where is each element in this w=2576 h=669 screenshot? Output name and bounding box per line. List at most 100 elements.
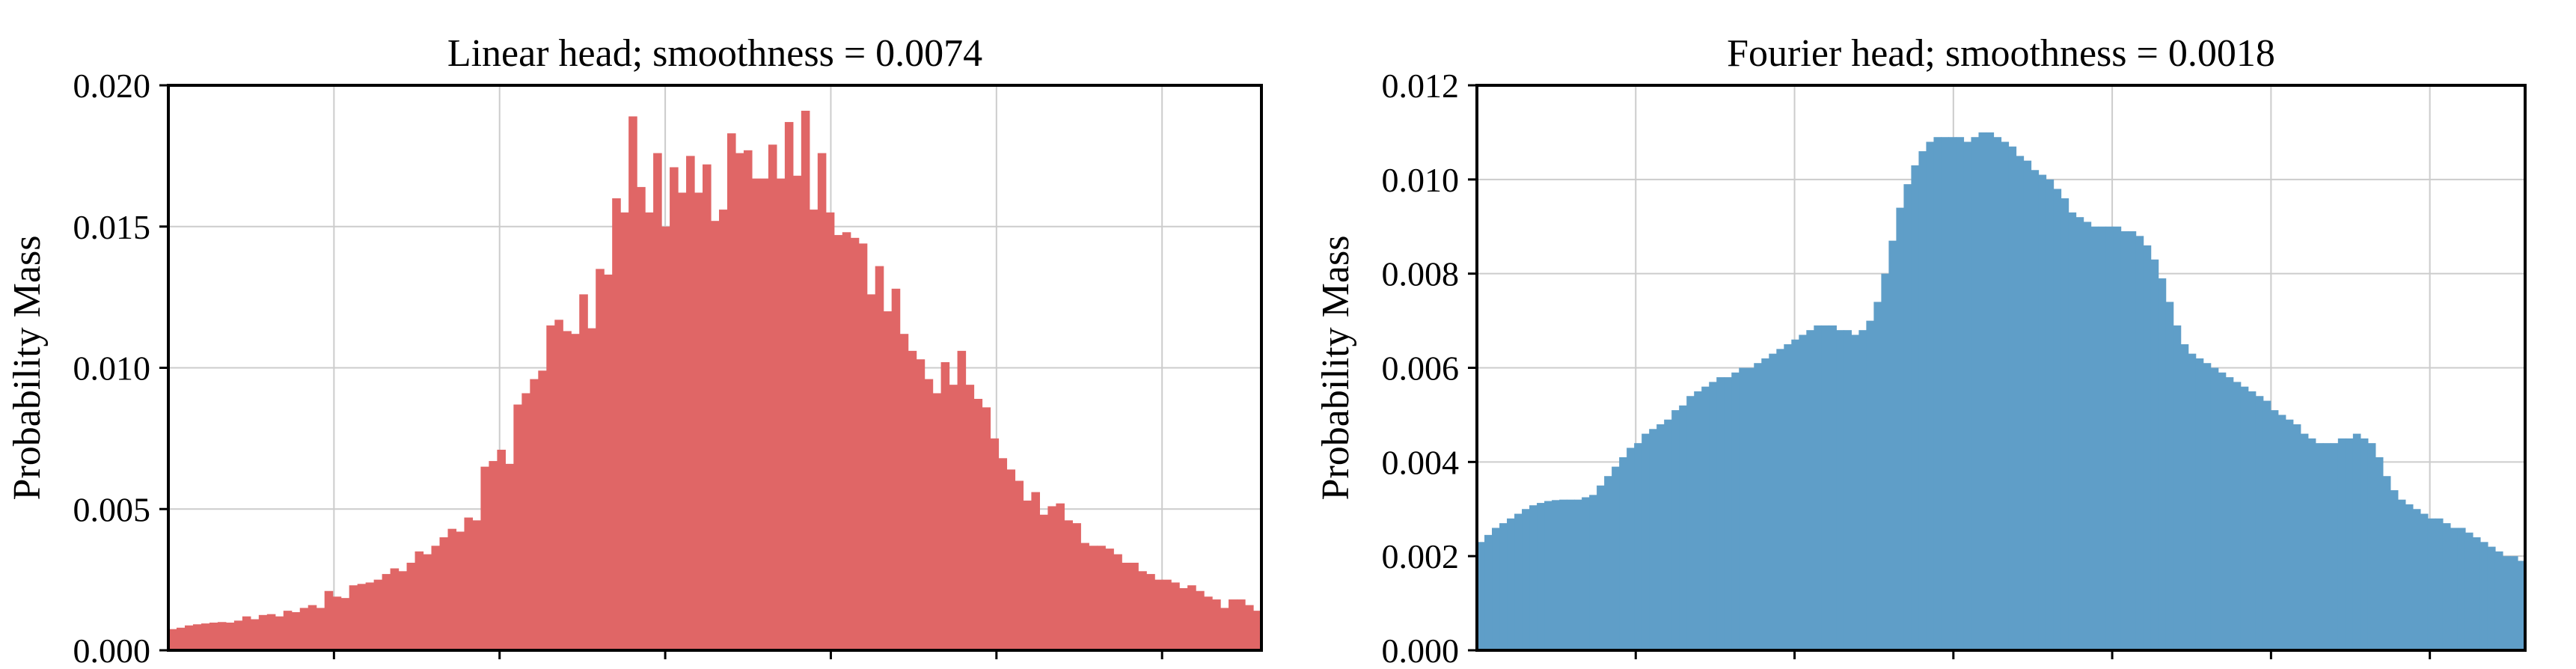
histogram-bar [686, 156, 695, 650]
histogram-bar [1089, 546, 1098, 650]
histogram-bar [2135, 236, 2144, 651]
histogram-bar [842, 232, 851, 650]
histogram-bar [1799, 334, 1807, 650]
histogram-bar [563, 331, 572, 650]
histogram-bar [1686, 396, 1695, 650]
histogram-bar [2435, 518, 2444, 650]
histogram-bar [1220, 608, 1229, 651]
histogram-bar [242, 616, 251, 650]
histogram-bar [2233, 382, 2242, 651]
histogram-bar [1023, 500, 1032, 650]
histogram-bar [1956, 137, 1965, 650]
histogram-bar [1187, 585, 1196, 650]
histogram-bar [1589, 495, 1597, 651]
histogram-bar [1926, 141, 1935, 650]
histogram-bar [1724, 377, 1732, 650]
y-tick-label: 0.012 [1382, 67, 1460, 105]
histogram-bar [2315, 443, 2324, 650]
histogram-bar [546, 325, 555, 650]
histogram-bar [653, 153, 662, 651]
histogram-bar [1836, 330, 1844, 650]
histogram-bar [620, 212, 629, 651]
histogram-bar [858, 243, 868, 650]
chart-panel-2: 0.000 0.002 0.004 0.006 0.008 0.010 0.012 Fouri… [1315, 32, 2527, 669]
histogram-bar [1739, 367, 1747, 650]
histogram-bar [2307, 438, 2316, 651]
histogram-bar [2382, 476, 2391, 650]
histogram-bar [2098, 226, 2107, 650]
histogram-bar [990, 438, 1000, 651]
histogram-bar [414, 551, 424, 651]
histogram-bar [2203, 363, 2212, 650]
histogram-bar [1212, 599, 1221, 650]
histogram-bar [225, 623, 235, 650]
histogram-bar [1627, 447, 1635, 650]
histogram-bar [866, 294, 876, 650]
histogram-bar [2173, 325, 2182, 650]
chart-title: Linear head; smoothness = 0.0074 [447, 32, 982, 75]
histogram-bar [349, 585, 358, 650]
y-tick-label: 0.020 [73, 67, 151, 105]
histogram-bar [825, 212, 835, 651]
histogram-bar [1039, 514, 1048, 650]
histogram-bar [217, 622, 227, 650]
histogram-bar [1784, 344, 1792, 650]
histogram-bar [299, 608, 309, 651]
histogram-bar [308, 605, 317, 650]
histogram-bar [1709, 382, 1717, 651]
histogram-bar [1122, 562, 1131, 650]
histogram-bar [1567, 499, 1575, 650]
histogram-bar [833, 235, 843, 651]
histogram-bar [2061, 198, 2069, 650]
histogram-bar [1196, 590, 1205, 650]
histogram-bar [1179, 587, 1188, 650]
histogram-bar [2225, 377, 2234, 650]
histogram-bar [998, 458, 1008, 650]
histogram-bar [1866, 320, 1874, 650]
histogram-bar [2068, 212, 2077, 650]
histogram-bar [1477, 542, 1485, 650]
histogram-bar [2442, 523, 2451, 651]
histogram-bar [1154, 579, 1163, 651]
histogram-bar [1507, 518, 1515, 650]
histogram-bar [1559, 499, 1567, 650]
histogram-bar [2502, 556, 2511, 650]
histogram-bar [2405, 504, 2414, 650]
histogram-bar [2450, 528, 2459, 650]
histogram-bar [2457, 528, 2466, 650]
histogram-bar [982, 407, 991, 650]
histogram-bar [2472, 537, 2481, 650]
histogram-bar [2113, 226, 2122, 650]
histogram-bar [439, 537, 449, 650]
histogram-bar [2509, 556, 2518, 650]
histogram-bar [1761, 358, 1769, 650]
histogram-bar [1237, 599, 1246, 650]
histogram-bar [266, 614, 276, 650]
histogram-bar [1537, 503, 1545, 650]
histogram-bar [2248, 391, 2257, 650]
histogram-bar [1978, 132, 1987, 651]
histogram-bar [1888, 240, 1897, 651]
histogram-bar [743, 150, 753, 650]
histogram-bar [2008, 146, 2017, 651]
histogram-bar [628, 116, 637, 650]
histogram-bar [2075, 217, 2084, 650]
histogram-bar [850, 237, 860, 651]
histogram-bar [2345, 438, 2354, 651]
histogram-bar [1484, 534, 1493, 650]
histogram-bar [1844, 330, 1852, 650]
histogram-bar [571, 334, 580, 650]
histogram-bar [1903, 184, 1912, 651]
histogram-bar [431, 546, 441, 650]
histogram-bar [1253, 611, 1262, 650]
histogram-bar [694, 192, 703, 650]
histogram-bar [2158, 278, 2167, 650]
histogram-bar [521, 393, 530, 650]
histogram-bar [735, 153, 744, 651]
histogram-bar [1791, 339, 1799, 650]
histogram-bar [2001, 141, 2010, 650]
histogram-bar [1229, 599, 1237, 650]
histogram-bar [2188, 353, 2197, 651]
